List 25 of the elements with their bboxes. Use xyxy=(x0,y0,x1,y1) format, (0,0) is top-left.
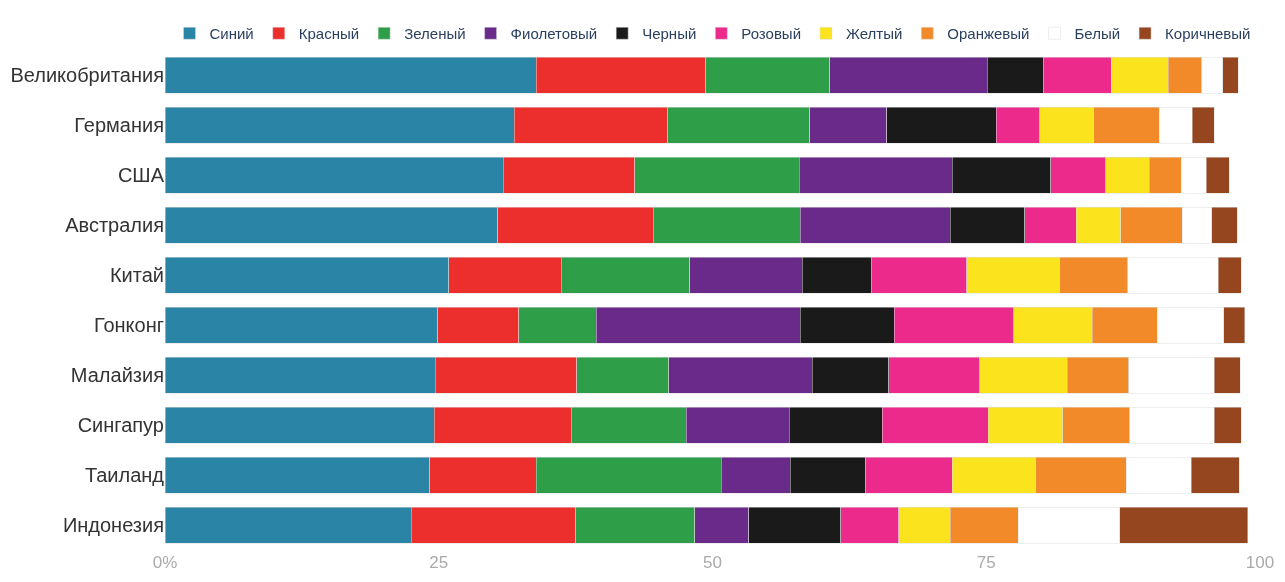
legend-label: Черный xyxy=(642,25,697,43)
y-tick-label: Таиланд xyxy=(84,464,165,486)
legend-label: Зеленый xyxy=(404,25,466,43)
x-tick-label: 100 xyxy=(1245,553,1275,572)
x-tick-label: 50 xyxy=(703,553,722,572)
legend-label: Розовый xyxy=(741,25,802,43)
y-tick-label: Сингапур xyxy=(77,414,164,436)
legend-label: Белый xyxy=(1074,25,1121,43)
y-tick-label: Малайзия xyxy=(70,364,164,386)
legend-label: Красный xyxy=(298,25,360,43)
legend-label: Оранжевый xyxy=(947,25,1030,43)
legend-label: Фиолетовый xyxy=(510,25,598,43)
legend-label: Коричневый xyxy=(1165,25,1251,43)
legend-label: Синий xyxy=(209,25,254,43)
y-tick-label: Великобритания xyxy=(10,64,164,86)
y-tick-label: США xyxy=(117,164,165,186)
y-tick-label: Гонконг xyxy=(93,314,164,336)
y-tick-label: Германия xyxy=(74,114,164,136)
legend-label: Желтый xyxy=(846,25,903,43)
y-tick-label: Австралия xyxy=(65,214,164,236)
x-tick-label: 0% xyxy=(152,553,178,572)
x-tick-label: 25 xyxy=(429,553,449,572)
x-tick-label: 75 xyxy=(976,553,996,572)
y-tick-label: Индонезия xyxy=(62,514,164,536)
y-tick-label: Китай xyxy=(109,264,164,286)
